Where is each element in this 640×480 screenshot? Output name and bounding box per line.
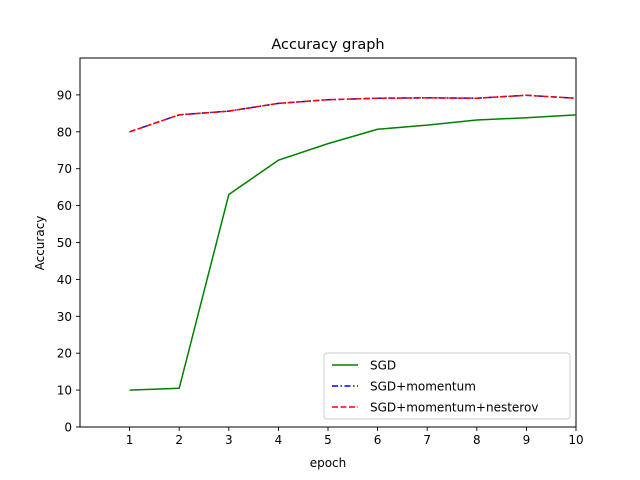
legend-label-0: SGD [370,359,396,373]
x-tick-label: 3 [225,433,233,447]
y-tick-label: 80 [57,125,72,139]
x-tick-label: 4 [275,433,283,447]
x-tick-label: 2 [175,433,183,447]
legend-label-2: SGD+momentum+nesterov [370,401,538,415]
x-tick-label: 1 [126,433,134,447]
y-tick-label: 60 [57,199,72,213]
x-tick-label: 7 [423,433,431,447]
x-tick-label: 8 [473,433,481,447]
x-tick-label: 10 [568,433,583,447]
y-tick-label: 40 [57,273,72,287]
series-layer [129,94,577,391]
legend-label-1: SGD+momentum [370,380,476,394]
x-axis-label: epoch [310,456,347,470]
y-tick-label: 20 [57,347,72,361]
y-tick-label: 70 [57,162,72,176]
legend: SGD SGD+momentum SGD+momentum+nesterov [323,352,571,420]
y-tick-label: 50 [57,236,72,250]
y-tick-label: 10 [57,384,72,398]
x-tick-label: 6 [374,433,382,447]
x-tick-label: 9 [523,433,531,447]
y-axis-label: Accuracy [33,216,47,271]
legend-box [323,352,571,420]
y-tick-label: 0 [64,421,72,435]
y-axis: 0 10 20 30 40 50 60 70 80 90 [57,88,80,435]
series-line-0 [129,114,577,391]
chart-title: Accuracy graph [271,37,384,53]
y-tick-label: 90 [57,88,72,102]
x-tick-label: 5 [324,433,332,447]
series-line-2 [129,94,577,133]
y-tick-label: 30 [57,310,72,324]
x-axis: 1 2 3 4 5 6 7 8 9 10 [126,427,584,447]
